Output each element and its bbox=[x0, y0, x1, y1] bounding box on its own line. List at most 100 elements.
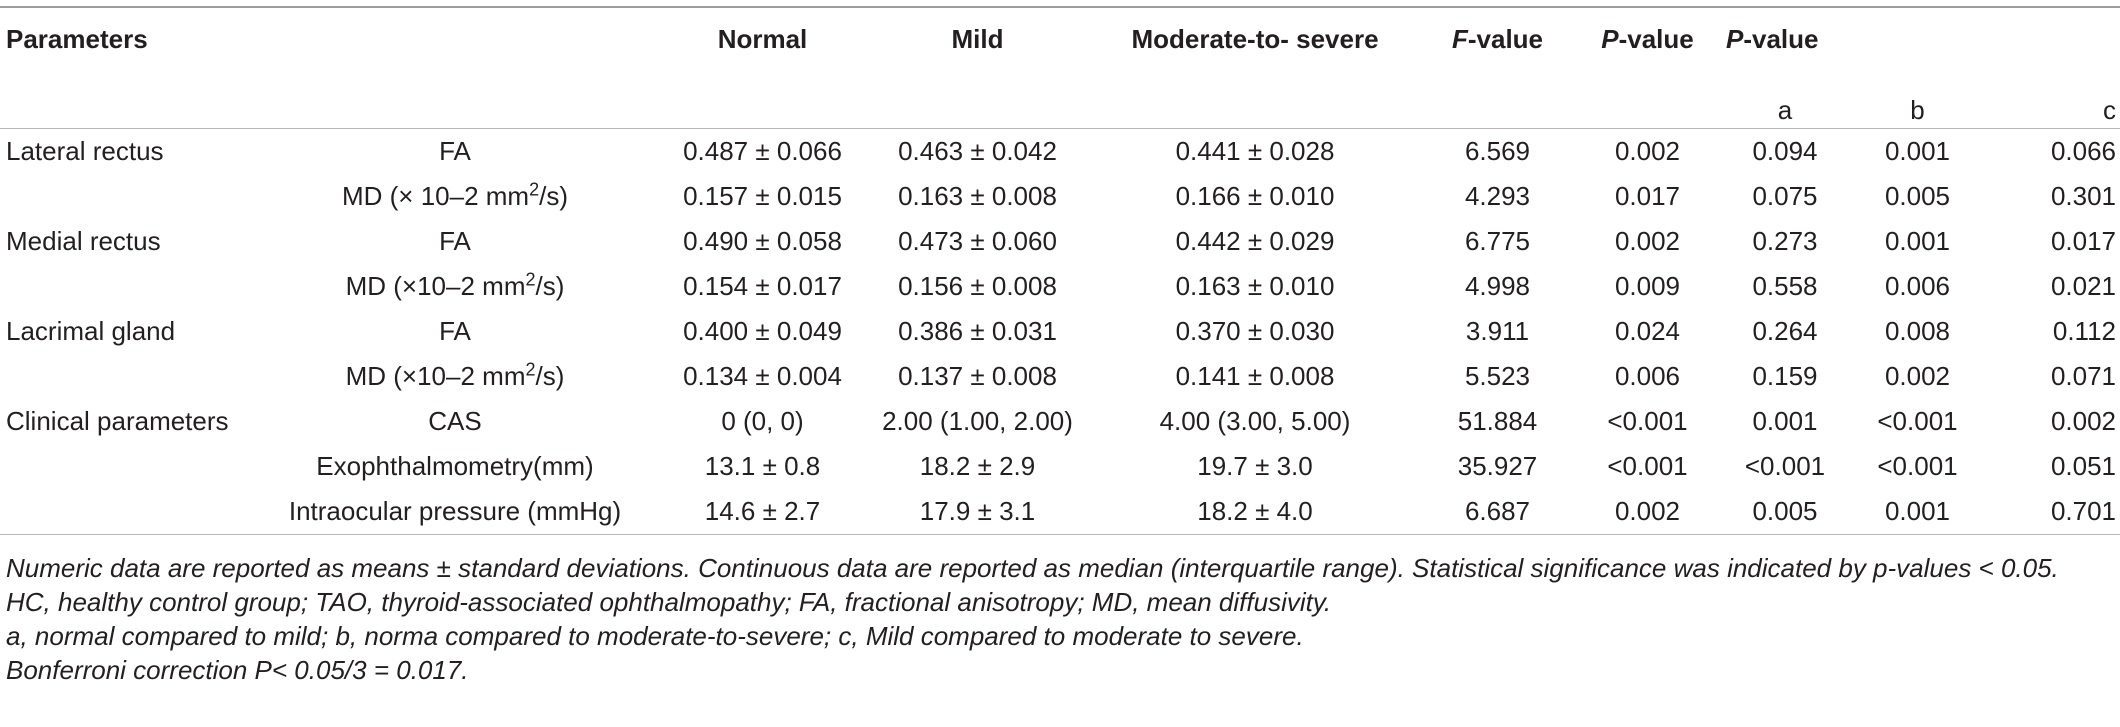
cell-p-c: 0.002 bbox=[1985, 399, 2120, 444]
cell-moderate-severe: 4.00 (3.00, 5.00) bbox=[1090, 399, 1420, 444]
cell-parameter: MD (× 10–2 mm2/s) bbox=[250, 174, 660, 219]
cell-p-b: 0.001 bbox=[1850, 489, 1985, 535]
cell-group: Medial rectus bbox=[0, 219, 250, 264]
cell-normal: 13.1 ± 0.8 bbox=[660, 444, 865, 489]
header-row: Parameters Normal Mild Moderate-to- seve… bbox=[0, 7, 2120, 70]
cell-moderate-severe: 0.141 ± 0.008 bbox=[1090, 354, 1420, 399]
cell-mild: 18.2 ± 2.9 bbox=[865, 444, 1090, 489]
cell-p-value: 0.002 bbox=[1575, 219, 1720, 264]
cell-p-b: 0.008 bbox=[1850, 309, 1985, 354]
cell-normal: 0 (0, 0) bbox=[660, 399, 865, 444]
table-row: Clinical parameters CAS 0 (0, 0) 2.00 (1.00… bbox=[0, 399, 2120, 444]
cell-p-c: 0.071 bbox=[1985, 354, 2120, 399]
footnote-2: HC, healthy control group; TAO, thyroid-… bbox=[6, 585, 2114, 619]
cell-f-value: 6.775 bbox=[1420, 219, 1575, 264]
cell-parameter: FA bbox=[250, 219, 660, 264]
cell-p-b: 0.001 bbox=[1850, 129, 1985, 175]
cell-p-value: 0.002 bbox=[1575, 129, 1720, 175]
subheader-row: a b c bbox=[0, 70, 2120, 129]
footnote-3: a, normal compared to mild; b, norma com… bbox=[6, 619, 2114, 653]
header-p-value: P-value bbox=[1575, 7, 1720, 70]
cell-moderate-severe: 0.163 ± 0.010 bbox=[1090, 264, 1420, 309]
cell-f-value: 6.569 bbox=[1420, 129, 1575, 175]
cell-normal: 0.487 ± 0.066 bbox=[660, 129, 865, 175]
cell-parameter: CAS bbox=[250, 399, 660, 444]
cell-moderate-severe: 0.441 ± 0.028 bbox=[1090, 129, 1420, 175]
cell-normal: 0.400 ± 0.049 bbox=[660, 309, 865, 354]
results-table: Parameters Normal Mild Moderate-to- seve… bbox=[0, 6, 2120, 535]
cell-p-value: 0.017 bbox=[1575, 174, 1720, 219]
cell-moderate-severe: 0.370 ± 0.030 bbox=[1090, 309, 1420, 354]
cell-moderate-severe: 18.2 ± 4.0 bbox=[1090, 489, 1420, 535]
cell-parameter: MD (×10–2 mm2/s) bbox=[250, 354, 660, 399]
cell-normal: 0.157 ± 0.015 bbox=[660, 174, 865, 219]
cell-mild: 0.156 ± 0.008 bbox=[865, 264, 1090, 309]
cell-f-value: 4.293 bbox=[1420, 174, 1575, 219]
cell-parameter: Exophthalmometry(mm) bbox=[250, 444, 660, 489]
cell-f-value: 4.998 bbox=[1420, 264, 1575, 309]
table-row: Medial rectus FA 0.490 ± 0.058 0.473 ± 0.06… bbox=[0, 219, 2120, 264]
cell-moderate-severe: 0.166 ± 0.010 bbox=[1090, 174, 1420, 219]
cell-parameter: Intraocular pressure (mmHg) bbox=[250, 489, 660, 535]
header-normal: Normal bbox=[660, 7, 865, 70]
header-f-value-text: F-value bbox=[1452, 24, 1543, 54]
cell-p-b: 0.006 bbox=[1850, 264, 1985, 309]
cell-p-b: 0.002 bbox=[1850, 354, 1985, 399]
subheader-a: a bbox=[1720, 70, 1850, 129]
header-f-value: F-value bbox=[1420, 7, 1575, 70]
cell-parameter: FA bbox=[250, 129, 660, 175]
cell-mild: 0.163 ± 0.008 bbox=[865, 174, 1090, 219]
cell-moderate-severe: 19.7 ± 3.0 bbox=[1090, 444, 1420, 489]
cell-moderate-severe: 0.442 ± 0.029 bbox=[1090, 219, 1420, 264]
cell-f-value: 3.911 bbox=[1420, 309, 1575, 354]
cell-p-b: 0.001 bbox=[1850, 219, 1985, 264]
table-body: Lateral rectus FA 0.487 ± 0.066 0.463 ± 0.0… bbox=[0, 129, 2120, 535]
subheader-b: b bbox=[1850, 70, 1985, 129]
cell-mild: 2.00 (1.00, 2.00) bbox=[865, 399, 1090, 444]
cell-p-b: <0.001 bbox=[1850, 399, 1985, 444]
cell-mild: 0.473 ± 0.060 bbox=[865, 219, 1090, 264]
cell-normal: 0.154 ± 0.017 bbox=[660, 264, 865, 309]
cell-p-a: 0.075 bbox=[1720, 174, 1850, 219]
cell-f-value: 5.523 bbox=[1420, 354, 1575, 399]
cell-mild: 0.137 ± 0.008 bbox=[865, 354, 1090, 399]
cell-p-c: 0.051 bbox=[1985, 444, 2120, 489]
cell-parameter: MD (×10–2 mm2/s) bbox=[250, 264, 660, 309]
cell-normal: 0.134 ± 0.004 bbox=[660, 354, 865, 399]
cell-p-c: 0.701 bbox=[1985, 489, 2120, 535]
cell-p-value: 0.002 bbox=[1575, 489, 1720, 535]
subheader-c: c bbox=[1985, 70, 2120, 129]
table-footnotes: Numeric data are reported as means ± sta… bbox=[6, 551, 2114, 687]
table-row: MD (×10–2 mm2/s) 0.154 ± 0.017 0.156 ± 0.0… bbox=[0, 264, 2120, 309]
table-row: Exophthalmometry(mm) 13.1 ± 0.8 18.2 ± 2.9… bbox=[0, 444, 2120, 489]
cell-group: Lateral rectus bbox=[0, 129, 250, 175]
header-mild: Mild bbox=[865, 7, 1090, 70]
cell-p-value: <0.001 bbox=[1575, 399, 1720, 444]
cell-p-c: 0.301 bbox=[1985, 174, 2120, 219]
cell-group: Lacrimal gland bbox=[0, 309, 250, 354]
cell-f-value: 6.687 bbox=[1420, 489, 1575, 535]
cell-p-b: 0.005 bbox=[1850, 174, 1985, 219]
table-row: Lateral rectus FA 0.487 ± 0.066 0.463 ± 0.0… bbox=[0, 129, 2120, 175]
header-p-value-text: P-value bbox=[1601, 24, 1694, 54]
table-figure: Parameters Normal Mild Moderate-to- seve… bbox=[0, 0, 2120, 727]
cell-group: Clinical parameters bbox=[0, 399, 250, 444]
table-row: MD (× 10–2 mm2/s) 0.157 ± 0.015 0.163 ± 0.… bbox=[0, 174, 2120, 219]
header-p-value-pairwise: P-value bbox=[1720, 7, 2120, 70]
cell-p-value: 0.009 bbox=[1575, 264, 1720, 309]
cell-f-value: 51.884 bbox=[1420, 399, 1575, 444]
cell-p-a: <0.001 bbox=[1720, 444, 1850, 489]
cell-normal: 0.490 ± 0.058 bbox=[660, 219, 865, 264]
header-parameters: Parameters bbox=[0, 7, 660, 70]
table-row: Intraocular pressure (mmHg) 14.6 ± 2.7 17.… bbox=[0, 489, 2120, 535]
cell-p-a: 0.005 bbox=[1720, 489, 1850, 535]
footnote-4: Bonferroni correction P< 0.05/3 = 0.017. bbox=[6, 653, 2114, 687]
cell-group bbox=[0, 264, 250, 309]
cell-group bbox=[0, 489, 250, 535]
cell-p-a: 0.001 bbox=[1720, 399, 1850, 444]
cell-mild: 17.9 ± 3.1 bbox=[865, 489, 1090, 535]
cell-group bbox=[0, 444, 250, 489]
cell-p-a: 0.273 bbox=[1720, 219, 1850, 264]
cell-p-c: 0.066 bbox=[1985, 129, 2120, 175]
cell-p-a: 0.264 bbox=[1720, 309, 1850, 354]
